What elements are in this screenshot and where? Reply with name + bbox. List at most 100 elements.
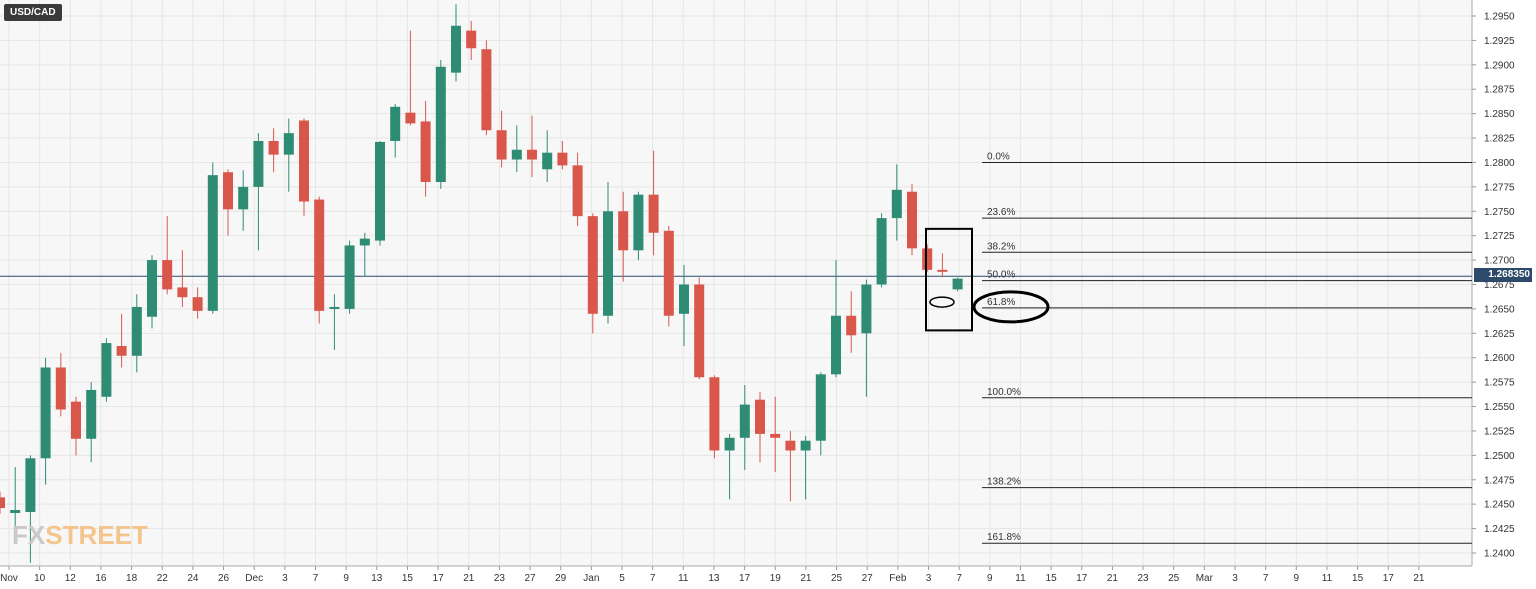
y-tick-label: 1.2850 [1484,109,1515,120]
x-tick-label: 17 [739,573,751,584]
x-tick-label: 21 [1413,573,1425,584]
bull-candle-body [451,25,461,73]
x-tick-label: 23 [1137,573,1149,584]
x-tick-label: 17 [1383,573,1395,584]
x-tick-label: 9 [343,573,349,584]
x-tick-label: 7 [1263,573,1269,584]
x-tick-label: Nov [0,573,18,584]
bull-candle-body [800,440,811,451]
fib-level-label: 0.0% [987,151,1010,162]
bear-candle-body [922,248,933,270]
bear-candle-body [177,287,188,298]
x-tick-label: 24 [187,573,199,584]
bear-candle-body [192,297,203,311]
bull-candle-body [724,437,735,451]
fib-level-label: 50.0% [987,270,1015,281]
y-tick-label: 1.2450 [1484,500,1515,511]
x-tick-label: 3 [1232,573,1238,584]
bear-candle-body [420,121,431,182]
bear-candle-body [527,149,537,160]
x-tick-label: 27 [524,573,536,584]
bull-candle-body [739,404,750,438]
x-tick-label: 19 [770,573,782,584]
y-tick-label: 1.2400 [1484,549,1515,560]
y-tick-label: 1.2675 [1484,280,1515,291]
bear-candle-body [907,191,917,249]
x-tick-label: 7 [956,573,962,584]
x-tick-label: Feb [889,573,907,584]
bull-candle-body [131,306,142,356]
bull-candle-body [344,245,355,309]
y-tick-label: 1.2875 [1484,85,1515,96]
fib-level-label: 100.0% [987,387,1021,398]
x-tick-label: 29 [555,573,567,584]
x-tick-label: 5 [619,573,625,584]
x-tick-label: 15 [1046,573,1058,584]
bull-candle-body [390,106,401,141]
bear-candle-body [55,367,66,410]
x-tick-label: 7 [313,573,319,584]
bull-candle-body [101,343,112,397]
bear-candle-body [785,440,796,451]
bear-candle-body [618,211,629,251]
x-tick-label: Mar [1196,573,1214,584]
x-tick-label: 21 [800,573,812,584]
bull-candle-body [435,66,446,182]
y-tick-label: 1.2625 [1484,329,1515,340]
bull-candle-body [10,510,21,513]
bear-candle-body [71,401,81,439]
bear-candle-body [268,140,279,155]
bear-candle-body [663,230,674,316]
annotation-rectangle [925,227,973,332]
x-tick-label: 27 [862,573,874,584]
fib-level-label: 23.6% [987,207,1015,218]
x-tick-label: 26 [218,573,230,584]
bull-candle-body [147,260,157,317]
bear-candle-body [116,346,127,356]
x-tick-label: 13 [708,573,720,584]
bull-candle-body [86,389,97,439]
bear-candle-body [466,30,477,49]
x-tick-label: 23 [494,573,506,584]
bull-candle-body [359,238,370,246]
symbol-badge: USD/CAD [4,4,62,21]
x-tick-label: 17 [1076,573,1088,584]
bull-candle-body [40,367,51,459]
bear-candle-body [937,269,948,272]
bull-candle-body [952,278,963,290]
bull-candle-body [831,315,841,375]
bear-candle-body [572,165,583,217]
bear-candle-body [694,284,705,378]
x-tick-label: 16 [95,573,107,584]
y-tick-label: 1.2700 [1484,256,1515,267]
x-tick-label: Jan [583,573,599,584]
x-tick-label: Dec [245,573,263,584]
bear-candle-body [314,199,325,311]
bull-candle-body [283,133,294,155]
bull-candle-body [876,218,887,285]
x-tick-label: 9 [1294,573,1300,584]
bull-candle-body [815,374,826,441]
y-tick-label: 1.2525 [1484,426,1515,437]
bear-candle-body [299,120,309,202]
x-tick-label: 7 [650,573,656,584]
y-tick-label: 1.2550 [1484,402,1515,413]
bear-candle-body [557,152,568,166]
bull-candle-body [238,186,249,210]
bull-candle-body [633,194,644,251]
bull-candle-body [603,211,613,316]
fib-level-label: 38.2% [987,241,1015,252]
x-tick-label: 3 [282,573,288,584]
y-tick-label: 1.2775 [1484,182,1515,193]
bull-candle-body [375,141,385,241]
bear-candle-body [496,130,507,160]
bear-candle-body [405,112,416,124]
fib-level-label: 138.2% [987,477,1021,488]
x-tick-label: 17 [433,573,445,584]
x-tick-label: 11 [1322,573,1333,584]
x-tick-label: 25 [831,573,843,584]
watermark-street: STREET [45,520,148,550]
x-tick-label: 11 [1015,573,1026,584]
